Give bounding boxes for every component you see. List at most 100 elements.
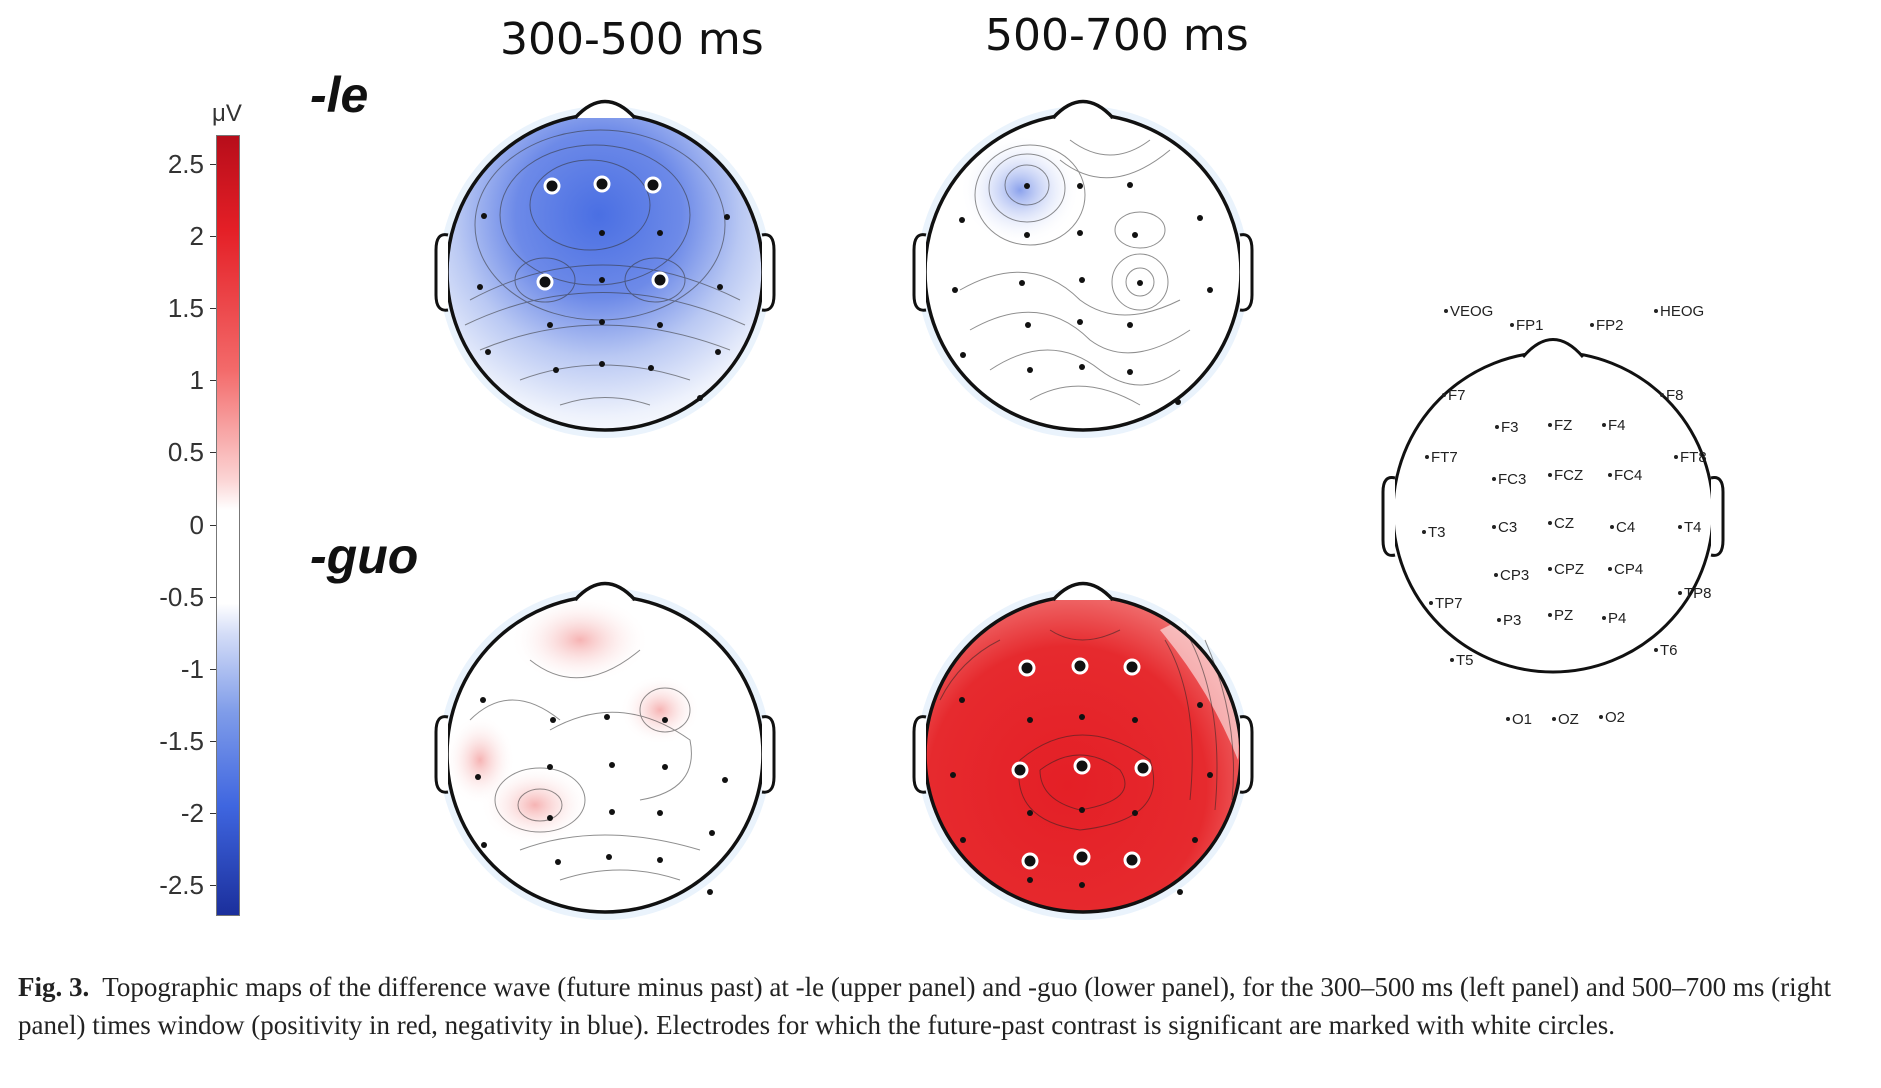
colorbar-tick-mark xyxy=(210,235,216,237)
electrode-labels: VEOG FP1 FP2 HEOG F7 F3 FZ F4 F8 FT7 FC3 FCZ FC4 FT8 T… xyxy=(1422,303,1712,728)
electrode-label-o1: O1 xyxy=(1512,711,1532,728)
electrode-dot xyxy=(1548,567,1552,571)
colorbar-unit: μV xyxy=(212,100,242,127)
significant-electrodes xyxy=(1011,657,1152,870)
electrode-dot xyxy=(1608,473,1612,477)
colorbar-tick-label: 1.5 xyxy=(167,293,204,324)
colorbar-tick-label: -1 xyxy=(180,653,204,684)
colorbar-tick-label: 2 xyxy=(189,220,204,251)
column-title-left: 300-500 ms xyxy=(500,14,764,65)
colorbar-tick-label: -1.5 xyxy=(159,725,204,756)
electrode-label-t5: T5 xyxy=(1456,652,1474,669)
right-ear xyxy=(1239,233,1254,312)
left-ear xyxy=(434,715,449,794)
electrode-dot xyxy=(1548,423,1552,427)
electrode-label-fc3: FC3 xyxy=(1498,471,1526,488)
electrode-dot xyxy=(1548,521,1552,525)
electrode-label-cp3: CP3 xyxy=(1500,567,1529,584)
electrode-dot xyxy=(1610,525,1614,529)
layout-nose xyxy=(1521,338,1585,358)
colorbar-tick-mark xyxy=(210,452,216,454)
electrode-dot xyxy=(1444,309,1448,313)
colorbar-tick-label: 0.5 xyxy=(167,437,204,468)
electrode-dot xyxy=(1422,530,1426,534)
colorbar-tick-label: -2 xyxy=(180,798,204,829)
electrode-dot xyxy=(1450,658,1454,662)
significant-electrodes xyxy=(536,175,669,291)
electrode-label-p3: P3 xyxy=(1503,612,1521,629)
positive-fade xyxy=(1160,620,1239,760)
right-ear xyxy=(761,233,776,312)
electrode-dot xyxy=(1506,717,1510,721)
electrode-label-t4: T4 xyxy=(1684,519,1702,536)
electrode-label-f7: F7 xyxy=(1448,387,1466,404)
colorbar-tick-mark xyxy=(210,596,216,598)
layout-head-outline xyxy=(1391,350,1715,674)
electrode-label-t6: T6 xyxy=(1660,642,1678,659)
caption-label: Fig. 3. xyxy=(18,972,90,1002)
nose xyxy=(573,99,637,120)
electrode-dot xyxy=(1548,473,1552,477)
colorbar-tick-label: 2.5 xyxy=(167,148,204,179)
electrode-layout-map: VEOG FP1 FP2 HEOG F7 F3 FZ F4 F8 FT7 FC3 FCZ FC4 FT8 T… xyxy=(1381,303,1725,728)
electrode-label-fp1: FP1 xyxy=(1516,317,1544,334)
electrode-dot xyxy=(1492,477,1496,481)
colorbar-tick-mark xyxy=(210,163,216,165)
topomap-panel: VEOG FP1 FP2 HEOG F7 F3 FZ F4 F8 FT7 FC3 FCZ FC4 FT8 T… xyxy=(434,99,1725,920)
topomap-guo-300-500 xyxy=(434,581,776,920)
electrode-dot xyxy=(1674,455,1678,459)
layout-left-ear xyxy=(1381,476,1396,557)
electrodes xyxy=(952,182,1213,405)
figure-caption: Fig. 3. Topographic maps of the differen… xyxy=(18,968,1866,1044)
electrode-dot xyxy=(1602,616,1606,620)
electrode-dot xyxy=(1429,601,1433,605)
electrode-dot xyxy=(1510,323,1514,327)
electrode-dot xyxy=(1602,423,1606,427)
positive-spot xyxy=(510,595,650,685)
colorbar-tick-mark xyxy=(210,380,216,382)
electrode-label-f4: F4 xyxy=(1608,417,1626,434)
electrode-dot xyxy=(1548,613,1552,617)
nose xyxy=(573,581,637,602)
contour-lines xyxy=(959,139,1191,406)
electrode-label-tp8: TP8 xyxy=(1684,585,1712,602)
electrode-dot xyxy=(1442,393,1446,397)
right-ear xyxy=(1239,715,1254,794)
electrode-dot xyxy=(1660,393,1664,397)
electrode-label-c3: C3 xyxy=(1498,519,1517,536)
electrode-label-tp7: TP7 xyxy=(1435,595,1463,612)
electrode-label-p4: P4 xyxy=(1608,610,1626,627)
electrodes xyxy=(477,213,730,401)
electrode-dot xyxy=(1678,525,1682,529)
electrode-dot xyxy=(1608,567,1612,571)
colorbar-tick-mark xyxy=(210,885,216,887)
electrode-label-fcz: FCZ xyxy=(1554,467,1583,484)
electrode-dot xyxy=(1495,425,1499,429)
contour-lines xyxy=(939,629,1234,831)
electrode-label-cp4: CP4 xyxy=(1614,561,1643,578)
electrode-label-ft8: FT8 xyxy=(1680,449,1707,466)
colorbar-tick-mark xyxy=(210,524,216,526)
head-fill xyxy=(447,114,763,430)
electrode-label-c4: C4 xyxy=(1616,519,1635,536)
electrode-label-pz: PZ xyxy=(1554,607,1573,624)
topomap-le-500-700 xyxy=(912,99,1254,438)
electrode-dot xyxy=(1552,717,1556,721)
column-title-right: 500-700 ms xyxy=(985,10,1249,61)
electrode-label-oz: OZ xyxy=(1558,711,1579,728)
caption-text: Topographic maps of the difference wave … xyxy=(18,972,1832,1040)
colorbar-tick-mark xyxy=(210,668,216,670)
colorbar-tick-label: -2.5 xyxy=(159,870,204,901)
colorbar-tick-label: -0.5 xyxy=(159,581,204,612)
right-ear xyxy=(761,715,776,794)
left-ear xyxy=(912,715,927,794)
electrode-label-f8: F8 xyxy=(1666,387,1684,404)
layout-right-ear xyxy=(1710,476,1725,557)
left-ear xyxy=(912,233,927,312)
electrode-label-fz: FZ xyxy=(1554,417,1572,434)
electrode-label-f3: F3 xyxy=(1501,419,1519,436)
electrode-label-cz: CZ xyxy=(1554,515,1574,532)
colorbar-tick-label: 0 xyxy=(189,509,204,540)
electrode-label-o2: O2 xyxy=(1605,709,1625,726)
electrode-dot xyxy=(1494,573,1498,577)
